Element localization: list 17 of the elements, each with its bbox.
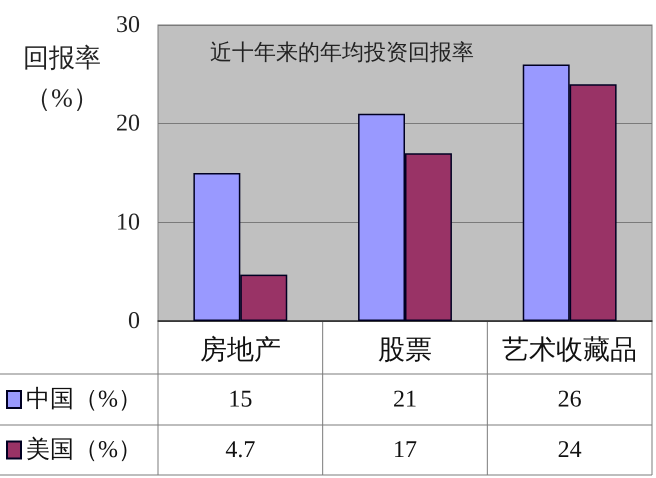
- data-label: 24: [558, 437, 582, 463]
- x-tick-label: 房地产: [200, 334, 281, 364]
- x-tick-label: 艺术收藏品: [502, 334, 638, 364]
- data-label: 17: [393, 437, 417, 463]
- data-label: 21: [393, 386, 417, 412]
- y-tick-label: 10: [116, 209, 140, 236]
- y-tick-label: 20: [116, 110, 140, 137]
- legend-label: 美国（%）: [26, 436, 142, 463]
- data-label: 26: [558, 386, 582, 412]
- data-label: 4.7: [225, 437, 256, 463]
- legend-label: 中国（%）: [26, 386, 142, 412]
- y-tick-label: 0: [128, 308, 140, 334]
- text: 近十年来的年均投资回报率: [210, 40, 474, 64]
- y-tick-label: 30: [116, 12, 140, 38]
- x-tick-label: 股票: [378, 334, 432, 364]
- data-label: 15: [228, 386, 252, 412]
- y-axis-title: 回报率（%）: [23, 44, 101, 112]
